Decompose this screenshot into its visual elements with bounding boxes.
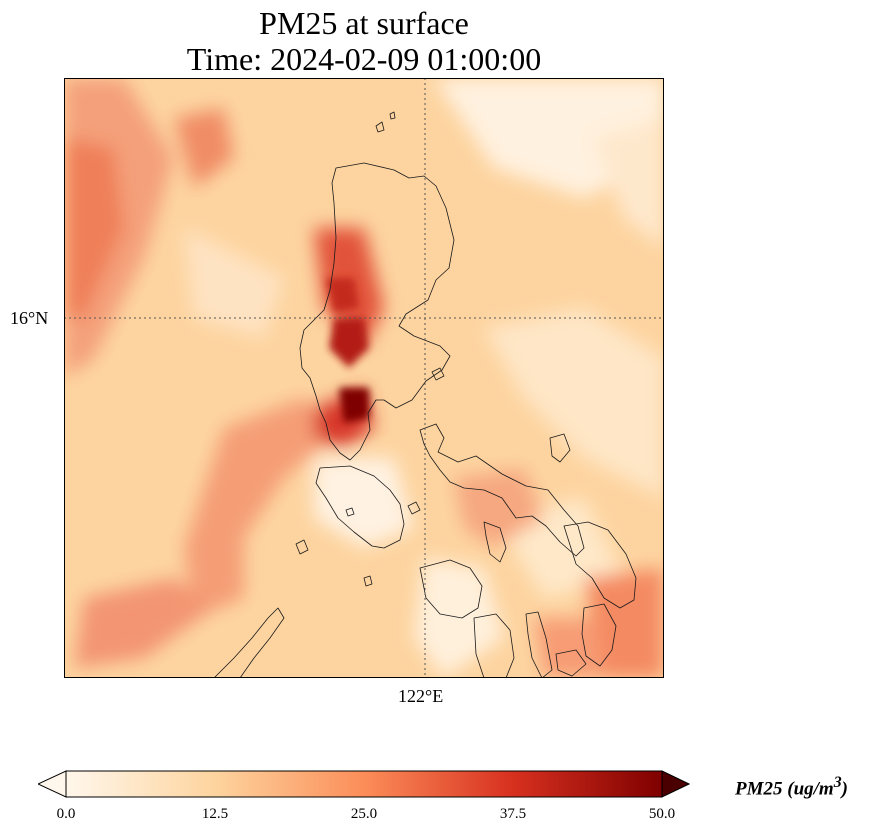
pm25-plume-southeast	[584, 568, 664, 678]
pm25-plume-diagonal	[184, 398, 344, 618]
map-title: PM25 at surface	[259, 5, 469, 41]
pm25-plume-south	[534, 618, 604, 678]
pm25-low-zone	[484, 308, 664, 498]
colorbar-tick-label: 12.5	[201, 806, 229, 822]
cebu-coast	[525, 611, 553, 678]
pm25-plume-southeast	[454, 468, 544, 548]
longitude-tick-label: 122°E	[398, 686, 444, 706]
colorbar-label-main: PM25 (ug/m	[735, 778, 834, 800]
mindoro-coast	[315, 465, 405, 549]
polillo-island	[431, 367, 445, 381]
colorbar-over-arrow	[661, 770, 690, 798]
panay-coast	[419, 559, 483, 619]
map-timestamp: Time: 2024-02-09 01:00:00	[186, 41, 542, 77]
pm25-low-zone	[594, 118, 664, 248]
colorbar-gradient	[65, 770, 663, 798]
coastlines	[213, 111, 637, 678]
bohol-coast	[555, 649, 587, 677]
colorbar-tick-label: 0.0	[56, 806, 76, 822]
pm25-plume-west	[64, 138, 124, 318]
colorbar-tick-label: 37.5	[499, 806, 527, 822]
islet	[363, 575, 373, 587]
colorbar	[38, 770, 690, 798]
samar-coast	[563, 521, 637, 609]
islet	[375, 121, 385, 133]
catanduanes	[549, 433, 571, 463]
pm25-map	[64, 78, 664, 678]
colorbar-label-close: )	[841, 778, 848, 800]
pm25-low-zone	[314, 458, 414, 548]
colorbar-under-arrow	[38, 770, 67, 798]
pm25-hotspot	[339, 388, 369, 423]
pm25-plume-southwest	[74, 578, 214, 668]
islet	[345, 507, 355, 517]
masbate	[483, 521, 507, 563]
islet	[389, 111, 396, 120]
pm25-low-zone	[184, 228, 284, 338]
pm25-hotspot	[326, 278, 359, 313]
luzon-coast	[299, 162, 455, 461]
map-border	[64, 78, 664, 678]
leyte-coast	[581, 603, 617, 667]
palawan-coast	[213, 607, 285, 678]
marinduque	[407, 501, 421, 515]
bicol-coast	[419, 423, 585, 557]
colorbar-label-exponent: 3	[833, 774, 842, 791]
colorbar-label: PM25 (ug/m3)	[735, 774, 848, 800]
negros-coast	[473, 613, 515, 678]
pm25-plume-northwest	[174, 108, 234, 188]
colorbar-tick-label: 50.0	[648, 806, 676, 822]
latitude-tick-label: 16°N	[10, 308, 49, 328]
pm25-hotspot	[329, 318, 369, 368]
pm25-hotspots	[326, 278, 369, 423]
gridlines	[64, 78, 664, 678]
colorbar-tick-label: 25.0	[350, 806, 378, 822]
islet	[295, 539, 309, 555]
